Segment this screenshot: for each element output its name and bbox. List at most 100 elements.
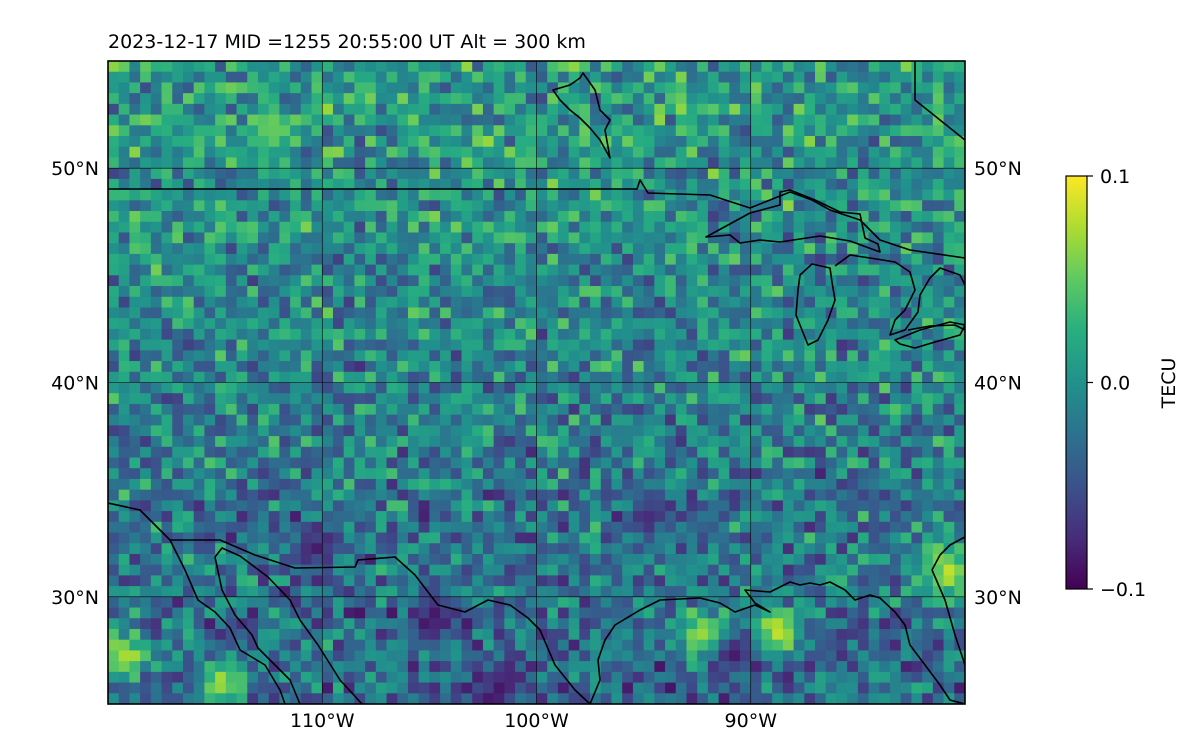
tec-cell: [761, 264, 773, 276]
tec-cell: [332, 586, 345, 598]
tec-cell: [943, 639, 955, 651]
tec-cell: [375, 607, 387, 619]
tec-cell: [322, 543, 334, 555]
tec-cell: [440, 553, 452, 566]
tec-cell: [461, 682, 473, 694]
tec-cell: [804, 114, 816, 126]
tec-cell: [343, 661, 355, 673]
tec-cell: [140, 264, 152, 276]
tec-cell: [311, 553, 323, 566]
tec-cell: [568, 511, 580, 523]
tec-cell: [343, 136, 355, 148]
tec-cell: [236, 307, 248, 319]
tec-cell: [375, 393, 387, 405]
tec-cell: [375, 403, 387, 416]
tec-cell: [611, 436, 623, 448]
tec-cell: [707, 436, 720, 448]
tec-cell: [161, 146, 173, 158]
tec-cell: [525, 350, 537, 362]
tec-cell: [397, 243, 409, 255]
tec-cell: [354, 189, 366, 201]
tec-cell: [857, 125, 869, 137]
tec-cell: [804, 253, 816, 266]
tec-cell: [825, 564, 837, 576]
tec-cell: [365, 521, 377, 533]
tec-cell: [600, 468, 612, 480]
tec-cell: [375, 489, 387, 501]
tec-cell: [686, 693, 698, 704]
tec-cell: [386, 136, 398, 148]
lat-ticks-right: 30°N40°N50°N: [974, 158, 1022, 609]
tec-cell: [557, 521, 570, 533]
tec-cell: [525, 403, 537, 416]
tec-cell: [332, 371, 345, 383]
tec-cell: [740, 436, 752, 448]
tec-cell: [225, 168, 237, 180]
tec-cell: [911, 511, 923, 523]
tec-cell: [847, 575, 859, 587]
tec-cell: [354, 693, 366, 704]
tec-cell: [568, 575, 580, 587]
tec-cell: [729, 221, 741, 233]
tec-cell: [472, 403, 484, 416]
tec-cell: [890, 564, 902, 576]
tec-cell: [215, 693, 227, 704]
tec-cell: [740, 393, 752, 405]
tec-cell: [611, 264, 623, 276]
tec-cell: [847, 61, 859, 73]
tec-cell: [632, 457, 645, 469]
tec-cell: [279, 693, 291, 704]
tec-cell: [536, 243, 548, 255]
tec-cell: [579, 543, 591, 555]
tec-cell: [257, 414, 270, 426]
tec-cell: [536, 500, 548, 512]
tec-cell: [150, 425, 162, 437]
tec-cell: [397, 350, 409, 362]
tec-cell: [300, 468, 312, 480]
tec-cell: [204, 446, 216, 458]
tec-cell: [954, 671, 965, 683]
tec-cell: [215, 682, 227, 694]
tec-cell: [825, 189, 837, 201]
tec-cell: [354, 511, 366, 523]
tec-cell: [290, 628, 302, 641]
tec-cell: [632, 264, 645, 276]
tec-cell: [397, 307, 409, 319]
tec-cell: [418, 586, 430, 598]
tec-cell: [150, 318, 162, 330]
tec-cell: [182, 328, 195, 341]
tec-cell: [493, 93, 505, 105]
tec-cell: [579, 307, 591, 319]
tec-cell: [118, 286, 130, 298]
tec-cell: [290, 243, 302, 255]
tec-cell: [140, 575, 152, 587]
tec-cell: [311, 500, 323, 512]
tec-cell: [290, 543, 302, 555]
tec-cell: [140, 382, 152, 394]
tec-cell: [215, 339, 227, 351]
tec-cell: [525, 103, 537, 115]
tec-cell: [686, 564, 698, 576]
tec-cell: [579, 200, 591, 212]
tec-cell: [632, 146, 645, 158]
tec-cell: [397, 500, 409, 512]
tec-cell: [611, 639, 623, 651]
tec-cell: [279, 661, 291, 673]
tec-cell: [847, 178, 859, 190]
tec-cell: [579, 286, 591, 298]
tec-cell: [740, 275, 752, 287]
tec-cell: [161, 157, 173, 169]
tec-cell: [247, 436, 259, 448]
tec-cell: [172, 339, 184, 351]
tec-cell: [547, 71, 559, 83]
tec-cell: [279, 339, 291, 351]
tec-cell: [697, 553, 709, 566]
tec-cell: [761, 618, 773, 630]
tec-cell: [493, 232, 505, 244]
tec-cell: [943, 425, 955, 437]
tec-cell: [300, 639, 312, 651]
tec-cell: [375, 146, 387, 158]
tec-cell: [890, 178, 902, 190]
tec-cell: [707, 157, 720, 169]
tec-cell: [365, 382, 377, 394]
